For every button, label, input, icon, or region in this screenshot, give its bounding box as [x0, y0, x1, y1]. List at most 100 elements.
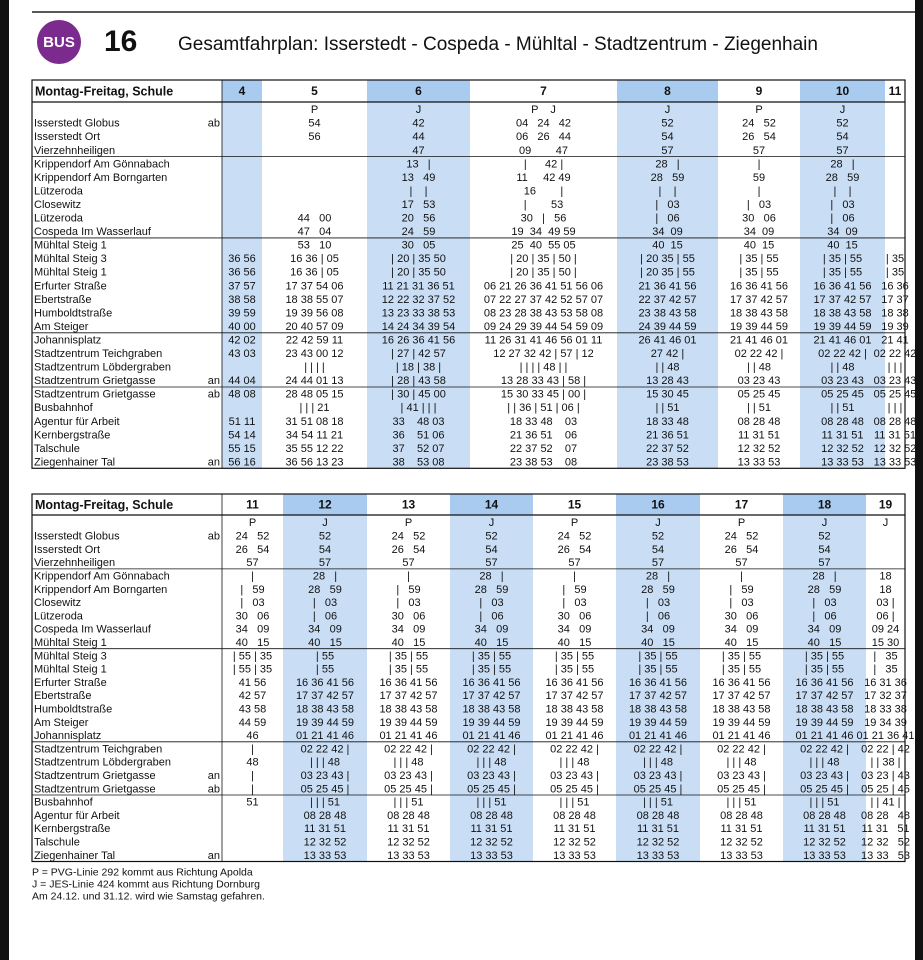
- departure-times: 48 08: [228, 389, 256, 401]
- stop-name: Lützeroda: [34, 610, 84, 622]
- stop-name: Agentur für Arbeit: [34, 416, 120, 428]
- departure-times: 16 36 41 56: [813, 280, 871, 292]
- departure-times: | | 38 |: [871, 757, 901, 769]
- departure-times: 25 40 55 05: [511, 240, 575, 252]
- departure-times: 18: [879, 570, 891, 582]
- departure-times: | 59: [240, 584, 264, 596]
- departure-times: | 35 | 55: [389, 650, 428, 662]
- departure-times: 16 36 41 56: [730, 280, 788, 292]
- departure-times: 17 37 54 06: [285, 280, 343, 292]
- departure-times: 05 25 45: [821, 389, 864, 401]
- departure-times: | 03: [747, 199, 771, 211]
- departure-times: 28 |: [830, 158, 854, 170]
- departure-times: 11 31 51: [387, 823, 429, 835]
- departure-times: 13 33 53: [304, 850, 347, 862]
- stop-name: Talschule: [34, 443, 80, 455]
- trip-marker: J: [883, 517, 889, 529]
- departure-times: 05 25 45 |: [800, 783, 849, 795]
- departure-times: 11 31 51: [470, 823, 512, 835]
- departure-times: 18 38: [881, 307, 909, 319]
- departure-times: 52: [661, 118, 673, 130]
- departure-times: 21 41: [881, 334, 909, 346]
- departure-times: 24 44 01 13: [285, 375, 343, 387]
- departure-times: 57: [661, 145, 673, 157]
- departure-times: 16 26 36 41 56: [382, 334, 455, 346]
- bus-logo: [37, 20, 81, 64]
- departure-times: 11 31 51: [803, 823, 845, 835]
- departure-times: 11 31 51: [637, 823, 679, 835]
- departure-times: 13 33 53: [803, 850, 846, 862]
- departure-times: 40 15: [558, 637, 592, 649]
- departure-times: 16 36 41 56: [712, 677, 770, 689]
- departure-times: 28 |: [479, 570, 503, 582]
- departure-times: | | | 51: [810, 797, 840, 809]
- departure-times: | | | 51: [560, 797, 590, 809]
- departure-times: | 06: [313, 610, 337, 622]
- departure-times: | | | 51: [394, 797, 424, 809]
- departure-times: 02 22 | 42: [861, 743, 910, 755]
- departure-times: 12 32 52: [387, 836, 430, 848]
- stop-name: Erfurter Straße: [34, 280, 107, 292]
- departure-times: 34 09: [744, 226, 775, 238]
- trip-marker: P J: [531, 104, 556, 116]
- departure-times: 30 06: [742, 213, 776, 225]
- departure-times: |: [758, 185, 761, 197]
- departure-times: | 35 | 55: [823, 267, 862, 279]
- departure-times: 08 28 48: [861, 810, 910, 822]
- departure-times: 36 56 13 23: [285, 456, 343, 468]
- departure-times: | 03: [240, 597, 264, 609]
- departure-times: 11 26 31 41 46 56 01 11: [485, 334, 603, 346]
- departure-times: 42: [412, 118, 424, 130]
- stop-name: Mühltal Steig 3: [34, 650, 107, 662]
- departure-times: 16 36 41 56: [629, 677, 687, 689]
- departure-times: 17 37 42 57: [795, 690, 853, 702]
- departure-times: |: [251, 570, 254, 582]
- hour-label: 9: [756, 84, 763, 98]
- departure-times: 34 09: [558, 624, 592, 636]
- departure-times: | 06: [479, 610, 503, 622]
- departure-times: 19 39 44 59: [629, 717, 687, 729]
- departure-times: 13 28 43: [646, 375, 689, 387]
- stop-name: Stadtzentrum Löbdergraben: [34, 362, 171, 374]
- departure-times: | | | 48: [727, 757, 757, 769]
- block-frame: [31, 79, 906, 469]
- stop-name: Krippendorf Am Borngarten: [34, 584, 167, 596]
- departure-times: 28 59: [641, 584, 675, 596]
- trip-marker: J: [840, 104, 846, 116]
- hour-header-shade: [367, 80, 470, 102]
- departure-times: 01 21 41 46: [795, 730, 853, 742]
- departure-times: 08 28 48: [304, 810, 347, 822]
- departure-times: 16 36 41 56: [545, 677, 603, 689]
- departure-times: 19 39: [881, 321, 909, 333]
- departure-times: 22 42 59 11: [286, 334, 343, 346]
- hour-label: 4: [239, 84, 246, 98]
- departure-times: 02 22 42 |: [818, 348, 867, 360]
- departure-times: 03 23 43: [738, 375, 781, 387]
- trip-marker: J: [489, 517, 495, 529]
- departure-times: 11 31 51: [553, 823, 595, 835]
- departure-times: | | 48: [747, 362, 771, 374]
- departure-times: | 35 | 55: [638, 650, 677, 662]
- departure-times: 08 28 48: [387, 810, 430, 822]
- departure-times: 12 32 52: [874, 443, 917, 455]
- hour-label: 15: [568, 498, 582, 512]
- departure-times: 13 33 53: [720, 850, 763, 862]
- stop-direction: ab: [208, 118, 220, 130]
- departure-times: 59: [753, 172, 765, 184]
- departure-times: | 27 | 42 57: [391, 348, 446, 360]
- departure-times: 21 36 51: [646, 429, 689, 441]
- trip-marker: J: [822, 517, 828, 529]
- departure-times: 20 40 57 09: [285, 321, 343, 333]
- departure-times: 42 57: [239, 690, 267, 702]
- departure-times: 16 36 41 56: [296, 677, 354, 689]
- departure-times: 13 33 53: [861, 850, 910, 862]
- departure-times: 18: [879, 584, 891, 596]
- trip-marker: J: [655, 517, 661, 529]
- hour-label: 11: [889, 84, 902, 98]
- departure-times: 18 33 48 03: [510, 416, 577, 428]
- departure-times: 15 30: [872, 637, 900, 649]
- departure-times: | 55 | 35: [233, 650, 272, 662]
- departure-times: 13 |: [406, 158, 430, 170]
- departure-times: |: [573, 570, 576, 582]
- departure-times: 54: [652, 544, 664, 556]
